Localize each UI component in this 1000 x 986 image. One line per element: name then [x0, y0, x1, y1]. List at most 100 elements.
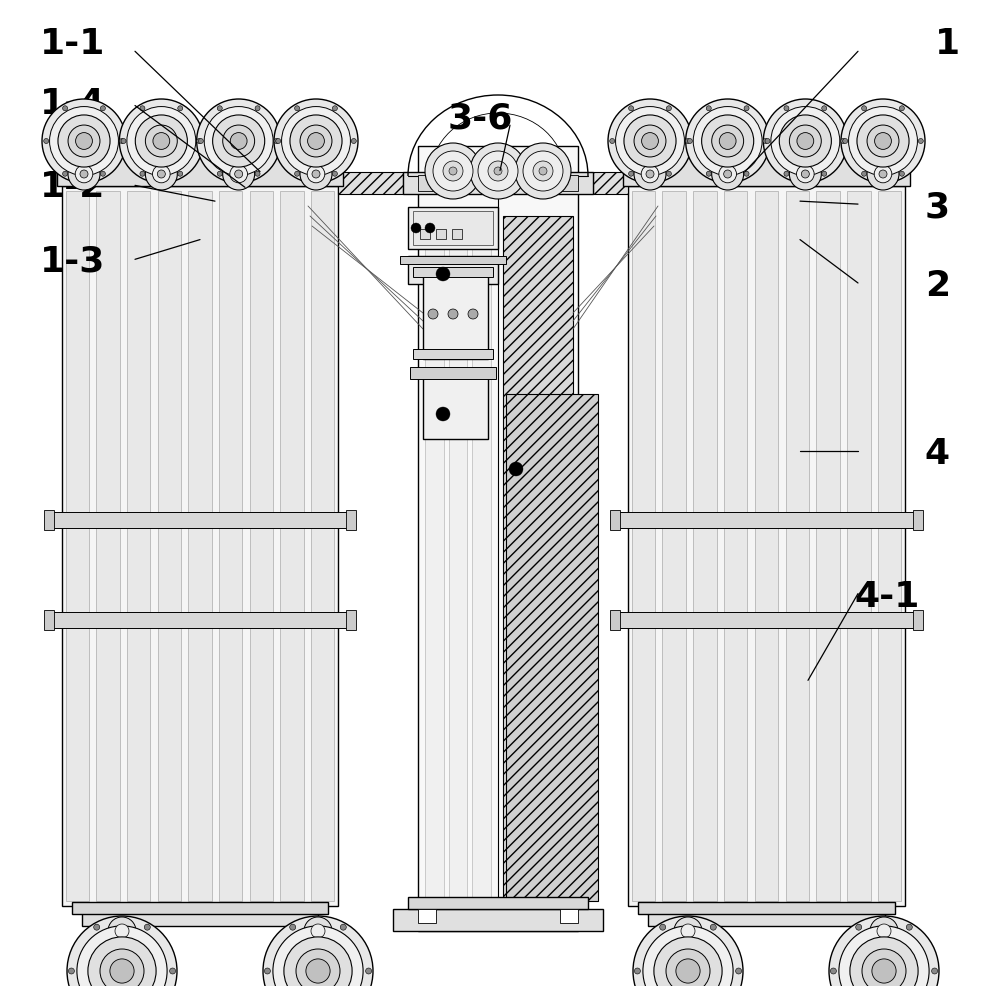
Circle shape: [77, 926, 167, 986]
Bar: [648, 904, 885, 926]
Circle shape: [849, 106, 917, 176]
Circle shape: [643, 926, 733, 986]
Circle shape: [610, 138, 615, 144]
Bar: [408, 256, 498, 284]
Circle shape: [340, 924, 346, 930]
Circle shape: [918, 138, 923, 144]
Circle shape: [80, 170, 88, 178]
Bar: [403, 172, 593, 194]
Circle shape: [797, 132, 814, 150]
Circle shape: [75, 166, 93, 182]
Circle shape: [523, 151, 563, 191]
Circle shape: [693, 106, 762, 176]
Polygon shape: [338, 172, 403, 194]
Bar: [346, 610, 356, 630]
Circle shape: [839, 926, 929, 986]
Circle shape: [736, 968, 742, 974]
Bar: [560, 909, 578, 923]
Circle shape: [282, 106, 350, 176]
Circle shape: [204, 106, 273, 176]
Bar: [413, 267, 493, 277]
Circle shape: [157, 170, 165, 178]
Bar: [44, 610, 54, 630]
Circle shape: [470, 143, 526, 199]
Circle shape: [223, 158, 255, 190]
Circle shape: [906, 924, 912, 930]
Circle shape: [197, 99, 281, 183]
Bar: [623, 151, 910, 186]
Circle shape: [153, 166, 170, 182]
Circle shape: [660, 924, 666, 930]
Circle shape: [436, 407, 450, 421]
Text: 3: 3: [925, 190, 950, 224]
Bar: [52, 612, 348, 628]
Circle shape: [666, 106, 671, 110]
Circle shape: [88, 937, 156, 986]
Circle shape: [763, 138, 768, 144]
Bar: [472, 221, 491, 926]
Circle shape: [857, 115, 909, 167]
Circle shape: [264, 968, 270, 974]
Circle shape: [509, 462, 523, 476]
Circle shape: [198, 138, 203, 144]
Circle shape: [235, 170, 243, 178]
Circle shape: [311, 924, 325, 938]
Circle shape: [100, 949, 144, 986]
Circle shape: [830, 968, 836, 974]
Bar: [503, 216, 573, 921]
Text: 2: 2: [925, 269, 950, 303]
Circle shape: [616, 106, 684, 176]
Circle shape: [448, 309, 458, 319]
Circle shape: [899, 172, 904, 176]
Circle shape: [724, 170, 732, 178]
Bar: [847, 191, 871, 901]
Bar: [449, 221, 467, 926]
Text: 4-1: 4-1: [855, 580, 920, 613]
Circle shape: [608, 99, 692, 183]
Bar: [423, 269, 488, 359]
Circle shape: [178, 172, 183, 176]
Circle shape: [634, 158, 666, 190]
Circle shape: [719, 166, 736, 182]
Circle shape: [850, 937, 918, 986]
Circle shape: [449, 167, 457, 175]
Bar: [346, 510, 356, 530]
Circle shape: [100, 106, 105, 110]
Circle shape: [875, 132, 891, 150]
Bar: [878, 191, 901, 901]
Bar: [44, 510, 54, 530]
Circle shape: [63, 106, 68, 110]
Circle shape: [633, 916, 743, 986]
Circle shape: [494, 167, 502, 175]
Bar: [72, 902, 328, 914]
Bar: [311, 191, 334, 901]
Text: 1-1: 1-1: [40, 28, 105, 61]
Circle shape: [874, 166, 892, 182]
Bar: [188, 191, 212, 901]
Circle shape: [94, 924, 100, 930]
Circle shape: [706, 106, 711, 110]
Circle shape: [140, 106, 145, 110]
Circle shape: [436, 267, 450, 281]
Text: 1: 1: [935, 28, 960, 61]
Circle shape: [533, 161, 553, 181]
Bar: [280, 191, 304, 901]
Circle shape: [274, 99, 358, 183]
Circle shape: [274, 138, 279, 144]
Bar: [423, 369, 488, 439]
Bar: [913, 610, 923, 630]
Circle shape: [634, 125, 666, 157]
Bar: [52, 512, 348, 528]
Bar: [618, 612, 915, 628]
Circle shape: [110, 959, 134, 983]
Bar: [786, 191, 809, 901]
Bar: [436, 229, 446, 239]
Bar: [62, 186, 338, 906]
Circle shape: [68, 968, 74, 974]
Circle shape: [642, 132, 658, 150]
Circle shape: [488, 161, 508, 181]
Circle shape: [899, 106, 904, 110]
Circle shape: [425, 143, 481, 199]
Circle shape: [217, 106, 222, 110]
Circle shape: [230, 132, 247, 150]
